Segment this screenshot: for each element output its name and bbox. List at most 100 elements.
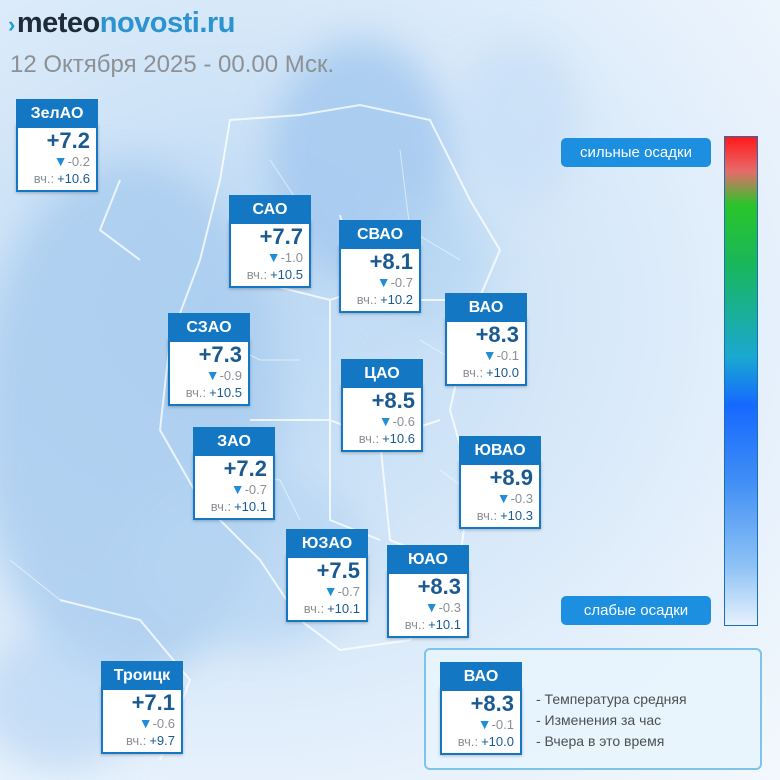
hourly-change-value: -1.0 [280,250,303,265]
down-arrow-icon: ▼ [53,153,68,169]
yesterday-label: вч.: [476,508,498,523]
yesterday-value: +10.1 [428,617,461,632]
yesterday-temp: вч.: +10.2 [341,291,419,311]
yesterday-temp: вч.: +10.6 [343,430,421,450]
yesterday-value: +9.7 [149,733,175,748]
yesterday-label: вч.: [126,733,147,748]
down-arrow-icon: ▼ [138,715,153,731]
hourly-change: ▼-0.3 [461,490,539,507]
yesterday-label: вч.: [462,365,484,380]
hourly-change: ▼-0.1 [442,716,520,733]
yesterday-temp: вч.: +10.5 [170,384,248,404]
yesterday-temp: вч.: +10.0 [447,364,525,384]
avg-temperature: +7.5 [316,558,360,583]
district-name: ВАО [440,662,522,691]
yesterday-temp: вч.: +10.6 [18,170,96,190]
legend-item-avg-temp: - Температура средняя [536,691,687,707]
district-card-troitsk[interactable]: Троицк +7.1 ▼-0.6 вч.: +9.7 [101,661,183,754]
yesterday-value: +10.3 [500,508,533,523]
hourly-change: ▼-0.9 [170,367,248,384]
hourly-change-value: -0.9 [219,368,242,383]
avg-temperature: +8.3 [417,574,461,599]
weak-precipitation-label: слабые осадки [561,596,711,625]
hourly-change-value: -0.7 [337,584,360,599]
yesterday-value: +10.2 [380,292,413,307]
district-name: ЮАО [387,545,469,574]
yesterday-value: +10.6 [382,431,415,446]
logo-text-novosti: novosti.ru [99,7,236,39]
hourly-change: ▼-0.6 [343,413,421,430]
avg-temperature: +7.1 [131,690,175,715]
hourly-change-value: -0.6 [152,716,175,731]
legend-item-hourly-change: - Изменения за час [536,712,662,728]
district-name: ВАО [445,293,527,322]
district-card-zelao[interactable]: ЗелАО +7.2 ▼-0.2 вч.: +10.6 [16,99,98,192]
yesterday-label: вч.: [33,171,55,186]
avg-temperature: +8.3 [475,322,519,347]
yesterday-label: вч.: [303,601,325,616]
hourly-change-value: -0.3 [510,491,533,506]
district-name: ЗелАО [16,99,98,128]
district-card-cao[interactable]: ЦАО +8.5 ▼-0.6 вч.: +10.6 [341,359,423,452]
district-name: ЮВАО [459,436,541,465]
yesterday-temp: вч.: +10.3 [461,507,539,527]
district-card-svao[interactable]: СВАО +8.1 ▼-0.7 вч.: +10.2 [339,220,421,313]
district-card-yuzao[interactable]: ЮЗАО +7.5 ▼-0.7 вч.: +10.1 [286,529,368,622]
forecast-datetime: 12 Октября 2025 - 00.00 Мск. [10,51,335,78]
down-arrow-icon: ▼ [482,347,497,363]
district-card-zao[interactable]: ЗАО +7.2 ▼-0.7 вч.: +10.1 [193,427,275,520]
down-arrow-icon: ▼ [230,481,245,497]
yesterday-value: +10.0 [486,365,519,380]
yesterday-temp: вч.: +10.0 [442,733,520,753]
yesterday-value: +10.0 [481,734,514,749]
yesterday-label: вч.: [210,499,232,514]
down-arrow-icon: ▼ [424,599,439,615]
avg-temperature: +7.2 [46,128,90,153]
strong-precipitation-label: сильные осадки [561,138,711,167]
logo-text-meteo: meteo [16,7,100,39]
district-name: САО [229,195,311,224]
avg-temperature: +7.7 [259,224,303,249]
yesterday-temp: вч.: +10.5 [231,266,309,286]
district-card-sao[interactable]: САО +7.7 ▼-1.0 вч.: +10.5 [229,195,311,288]
yesterday-value: +10.5 [270,267,303,282]
district-card-yuao[interactable]: ЮАО +8.3 ▼-0.3 вч.: +10.1 [387,545,469,638]
hourly-change-value: -0.6 [392,414,415,429]
district-card-yuvao[interactable]: ЮВАО +8.9 ▼-0.3 вч.: +10.3 [459,436,541,529]
district-name: СЗАО [168,313,250,342]
hourly-change-value: -0.7 [244,482,267,497]
hourly-change-value: -0.2 [67,154,90,169]
down-arrow-icon: ▼ [323,583,338,599]
hourly-change: ▼-0.1 [447,347,525,364]
hourly-change-value: -0.7 [390,275,413,290]
yesterday-value: +10.1 [234,499,267,514]
yesterday-value: +10.6 [57,171,90,186]
yesterday-temp: вч.: +10.1 [288,600,366,620]
yesterday-label: вч.: [185,385,207,400]
district-name: СВАО [339,220,421,249]
avg-temperature: +8.5 [371,388,415,413]
down-arrow-icon: ▼ [205,367,220,383]
avg-temperature: +7.2 [223,456,267,481]
district-name: ЮЗАО [286,529,368,558]
yesterday-label: вч.: [358,431,380,446]
district-card-szao[interactable]: СЗАО +7.3 ▼-0.9 вч.: +10.5 [168,313,250,406]
hourly-change-value: -0.1 [496,348,519,363]
yesterday-temp: вч.: +10.1 [195,498,273,518]
down-arrow-icon: ▼ [266,249,281,265]
site-logo[interactable]: ›meteonovosti.ru [8,6,235,42]
avg-temperature: +8.1 [369,249,413,274]
district-card-vao[interactable]: ВАО +8.3 ▼-0.1 вч.: +10.0 [445,293,527,386]
yesterday-label: вч.: [246,267,268,282]
avg-temperature: +8.3 [470,691,514,716]
yesterday-temp: вч.: +10.1 [389,616,467,636]
yesterday-value: +10.5 [209,385,242,400]
down-arrow-icon: ▼ [376,274,391,290]
hourly-change-value: -0.3 [438,600,461,615]
precipitation-scale-bar [724,136,758,626]
district-name: ЗАО [193,427,275,456]
avg-temperature: +8.9 [489,465,533,490]
down-arrow-icon: ▼ [378,413,393,429]
hourly-change: ▼-0.6 [103,715,181,732]
